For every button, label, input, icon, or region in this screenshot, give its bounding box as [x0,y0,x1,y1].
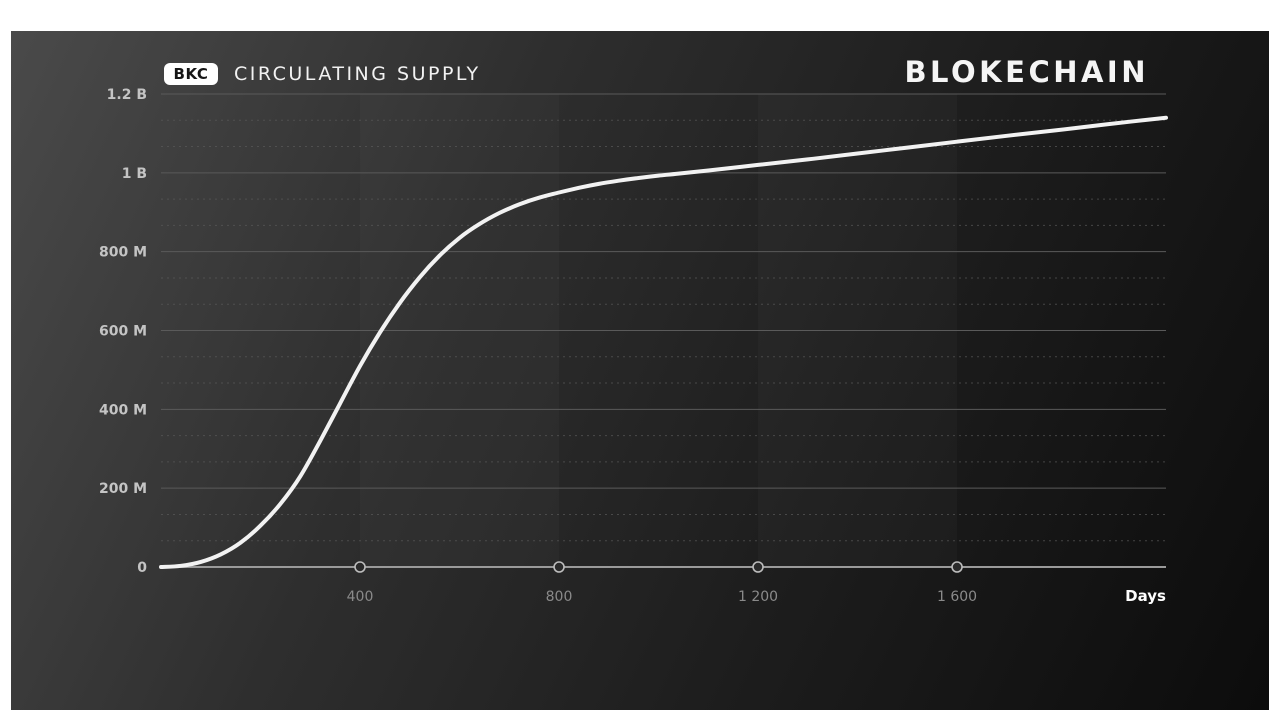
chart-panel: 0 200 M 400 M 600 M 800 M 1 B 1.2 B 400 800 1 20… [11,31,1269,710]
brand-logo-text: BLOKECHAIN [904,55,1149,89]
x-tick-label: 1 200 [738,589,778,605]
x-tick-label: 800 [546,589,573,605]
y-axis-ticks: 0 200 M 400 M 600 M 800 M 1 B 1.2 B [99,87,147,576]
x-axis: 400 800 1 200 1 600 [161,561,1166,605]
x-tick-marker [354,561,366,573]
y-tick-label: 400 M [99,402,147,418]
x-tick-label: 1 600 [937,589,977,605]
y-tick-label: 0 [137,560,147,576]
chart-title: CIRCULATING SUPPLY [234,63,481,85]
gridlines [161,93,1166,542]
y-tick-label: 1.2 B [107,87,147,103]
y-tick-label: 800 M [99,245,147,261]
supply-chart: 0 200 M 400 M 600 M 800 M 1 B 1.2 B 400 800 1 20… [99,87,1168,605]
y-tick-label: 600 M [99,324,147,340]
x-tick-marker [553,561,565,573]
bkc-badge: BKC [164,63,218,85]
series-layer [159,115,1168,569]
series-line [159,115,1168,569]
x-tick-label: 400 [347,589,374,605]
x-tick-marker [951,561,963,573]
x-tick-marker [752,561,764,573]
y-tick-label: 200 M [99,481,147,497]
x-axis-label: Days [1125,587,1166,605]
y-tick-label: 1 B [122,166,147,182]
